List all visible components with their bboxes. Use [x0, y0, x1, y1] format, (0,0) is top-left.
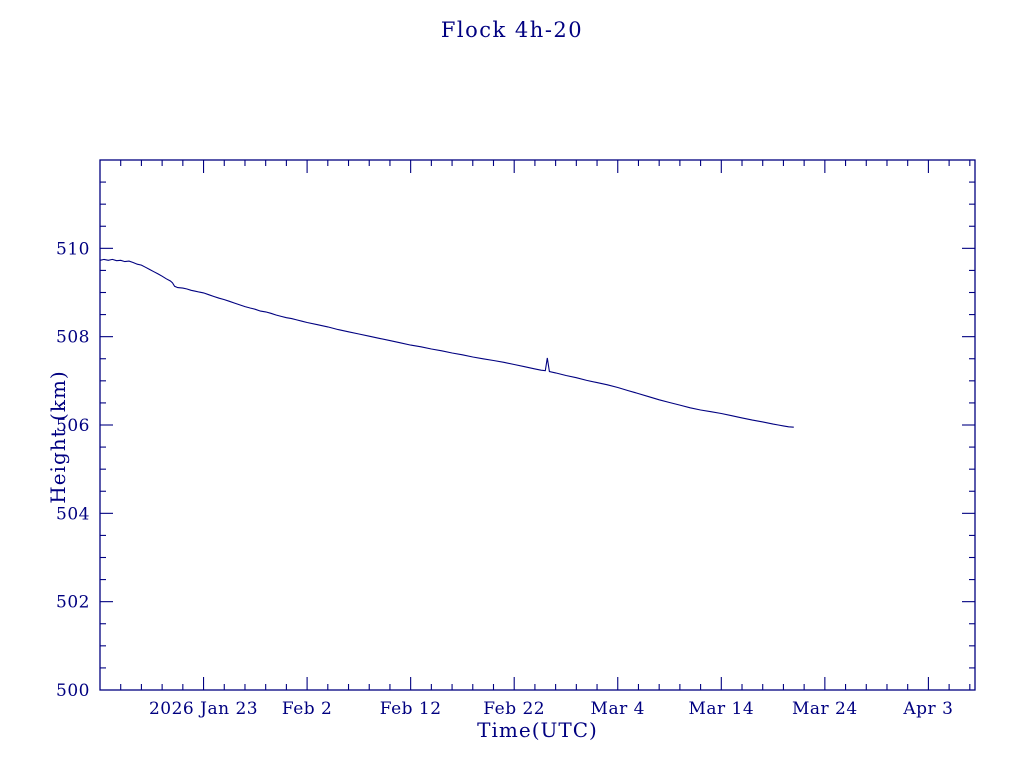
- x-tick-label: Feb 22: [483, 699, 545, 719]
- y-tick-label: 508: [56, 328, 90, 348]
- chart-title: Flock 4h-20: [440, 18, 584, 42]
- x-tick-label: Feb 2: [282, 699, 333, 719]
- x-tick-label: Mar 14: [688, 699, 754, 719]
- x-tick-label: Mar 4: [591, 699, 645, 719]
- x-tick-label: Apr 3: [902, 699, 953, 719]
- y-tick-label: 504: [56, 504, 90, 524]
- height-series-line: [99, 258, 794, 428]
- y-tick-label: 500: [56, 681, 90, 701]
- x-tick-label: Feb 12: [380, 699, 442, 719]
- x-axis-label: Time(UTC): [477, 718, 598, 742]
- y-tick-label: 506: [56, 416, 90, 436]
- y-tick-label: 502: [56, 593, 90, 613]
- x-tick-label: Mar 24: [792, 699, 858, 719]
- plot-frame: [99, 159, 976, 691]
- y-tick-label: 510: [56, 239, 90, 259]
- x-tick-label: 2026 Jan 23: [149, 699, 258, 719]
